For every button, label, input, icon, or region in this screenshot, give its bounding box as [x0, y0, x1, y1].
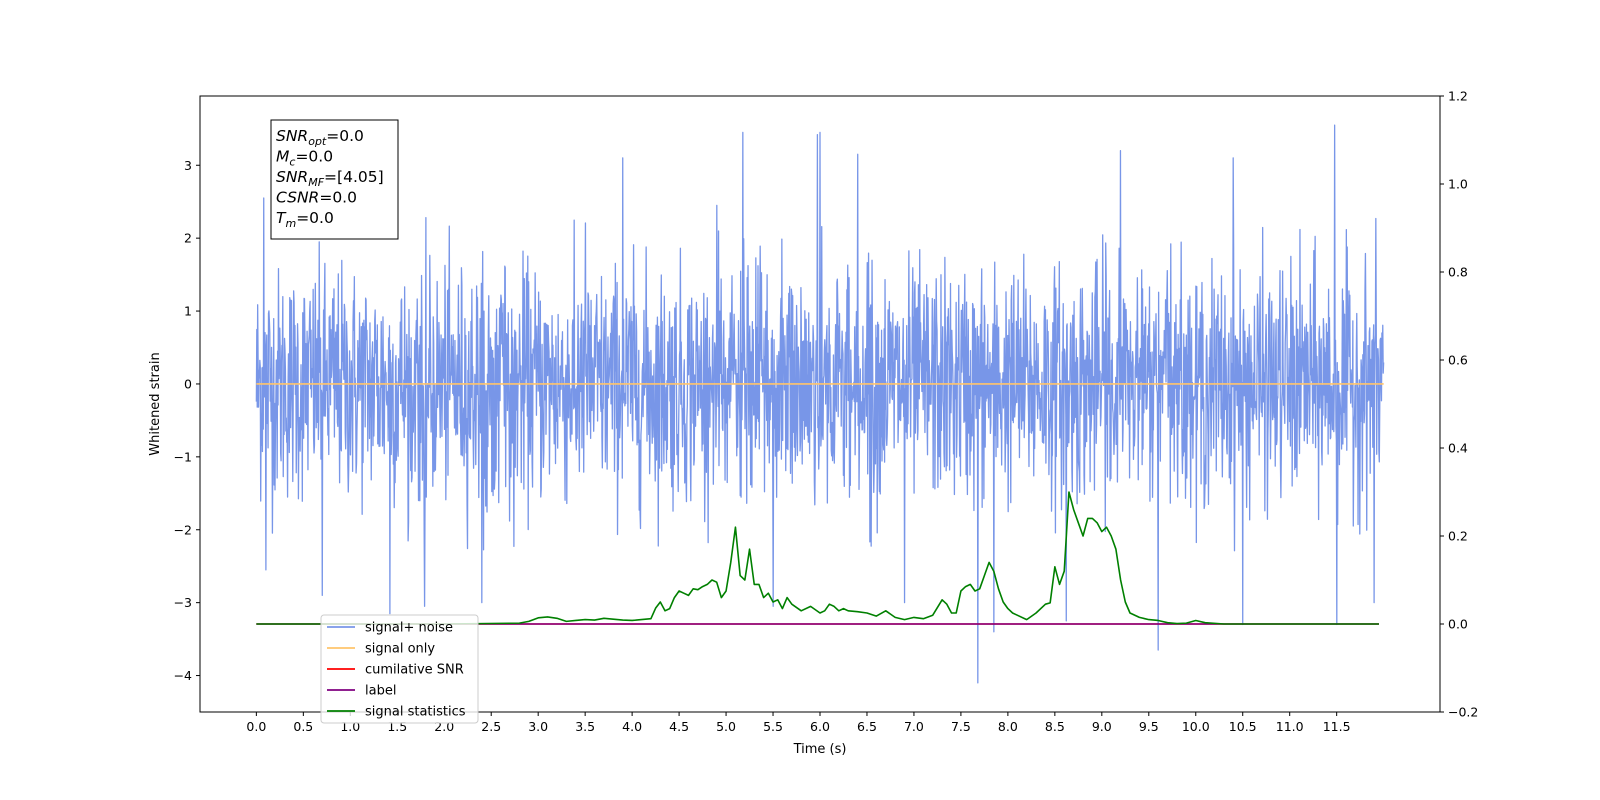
x-tick-label: 3.0 — [528, 719, 548, 734]
y-tick-label: −2 — [174, 522, 192, 537]
annotation-symbol: SNR — [276, 127, 308, 145]
y2-tick-label: 1.0 — [1448, 177, 1468, 192]
x-tick-label: 5.0 — [716, 719, 736, 734]
annotation-subscript: MF — [308, 176, 324, 189]
annotation-line: Tm=0.0 — [276, 209, 334, 230]
y2-tick-label: 0.0 — [1448, 617, 1468, 632]
annotation-symbol: M — [276, 148, 289, 166]
x-tick-label: 11.5 — [1323, 719, 1351, 734]
x-tick-label: 3.5 — [575, 719, 595, 734]
legend-label: label — [365, 684, 396, 699]
y2-tick-label: 1.2 — [1448, 89, 1468, 104]
y2-tick-label: 0.4 — [1448, 441, 1468, 456]
y-tick-label: 2 — [184, 231, 192, 246]
x-tick-label: 4.5 — [669, 719, 689, 734]
x-tick-label: 6.5 — [857, 719, 877, 734]
legend-frame — [320, 614, 479, 724]
annotation-line: SNRMF=[4.05] — [276, 168, 384, 189]
y-tick-label: 1 — [184, 304, 192, 319]
y-tick-label: −4 — [174, 668, 192, 683]
y-tick-label: 3 — [184, 158, 192, 173]
x-tick-label: 11.0 — [1276, 719, 1304, 734]
y2-tick-label: −0.2 — [1448, 705, 1478, 720]
x-tick-label: 0.0 — [246, 719, 266, 734]
x-tick-label: 8.5 — [1045, 719, 1065, 734]
annotation-line: SNRopt=0.0 — [276, 127, 364, 148]
annotation-subscript: m — [285, 217, 296, 230]
x-tick-label: 7.0 — [904, 719, 924, 734]
legend-label: signal+ noise — [365, 621, 453, 636]
ticks-layer: 0.0 0.5 1.0 1.5 2.0 2.5 3.0 3.5 4.0 4.5 5.0 5.5 6.0 6… — [174, 89, 1479, 735]
x-tick-label: 8.0 — [998, 719, 1018, 734]
annotation-subscript: c — [289, 156, 295, 169]
x-tick-label: 9.0 — [1092, 719, 1112, 734]
annotation-value: =0.0 — [319, 189, 357, 207]
x-tick-label: 9.5 — [1139, 719, 1159, 734]
legend-label: signal statistics — [365, 705, 466, 720]
legend: signal+ noise signal only cumilative SNR la… — [320, 614, 479, 724]
y-tick-label: −1 — [174, 449, 192, 464]
x-tick-label: 10.0 — [1182, 719, 1210, 734]
y2-tick-label: 0.2 — [1448, 529, 1468, 544]
x-tick-label: 7.5 — [951, 719, 971, 734]
annotation-symbol: CSNR — [276, 189, 319, 207]
annotation-symbol: SNR — [276, 168, 308, 186]
x-tick-label: 10.5 — [1229, 719, 1257, 734]
annotation-value: =0.0 — [295, 148, 333, 166]
annotation-line: Mc=0.0 — [276, 148, 333, 169]
x-tick-label: 6.0 — [810, 719, 830, 734]
annotation-frame — [270, 119, 399, 240]
series-line-4 — [256, 491, 1379, 625]
y-tick-label: −3 — [174, 595, 192, 610]
annotation-value: =0.0 — [326, 127, 364, 145]
annotation-symbol: T — [276, 209, 287, 227]
y2-tick-label: 0.6 — [1448, 353, 1468, 368]
x-axis-label: Time (s) — [793, 742, 847, 757]
x-tick-label: 4.0 — [622, 719, 642, 734]
legend-label: signal only — [365, 642, 435, 657]
x-tick-label: 0.5 — [293, 719, 313, 734]
series-line-0 — [255, 124, 1385, 684]
x-tick-label: 5.5 — [763, 719, 783, 734]
annotation-box: SNRopt=0.0Mc=0.0SNRMF=[4.05]CSNR=0.0Tm=0… — [270, 119, 399, 240]
annotation-subscript: opt — [308, 135, 327, 148]
annotation-value: =0.0 — [296, 209, 334, 227]
annotation-line: CSNR=0.0 — [276, 189, 357, 207]
y2-tick-label: 0.8 — [1448, 265, 1468, 280]
y-axis-label: Whitened strain — [148, 352, 163, 455]
y-tick-label: 0 — [184, 376, 192, 391]
x-tick-label: 2.5 — [481, 719, 501, 734]
annotation-value: =[4.05] — [324, 168, 384, 186]
legend-label: cumilative SNR — [365, 663, 464, 678]
